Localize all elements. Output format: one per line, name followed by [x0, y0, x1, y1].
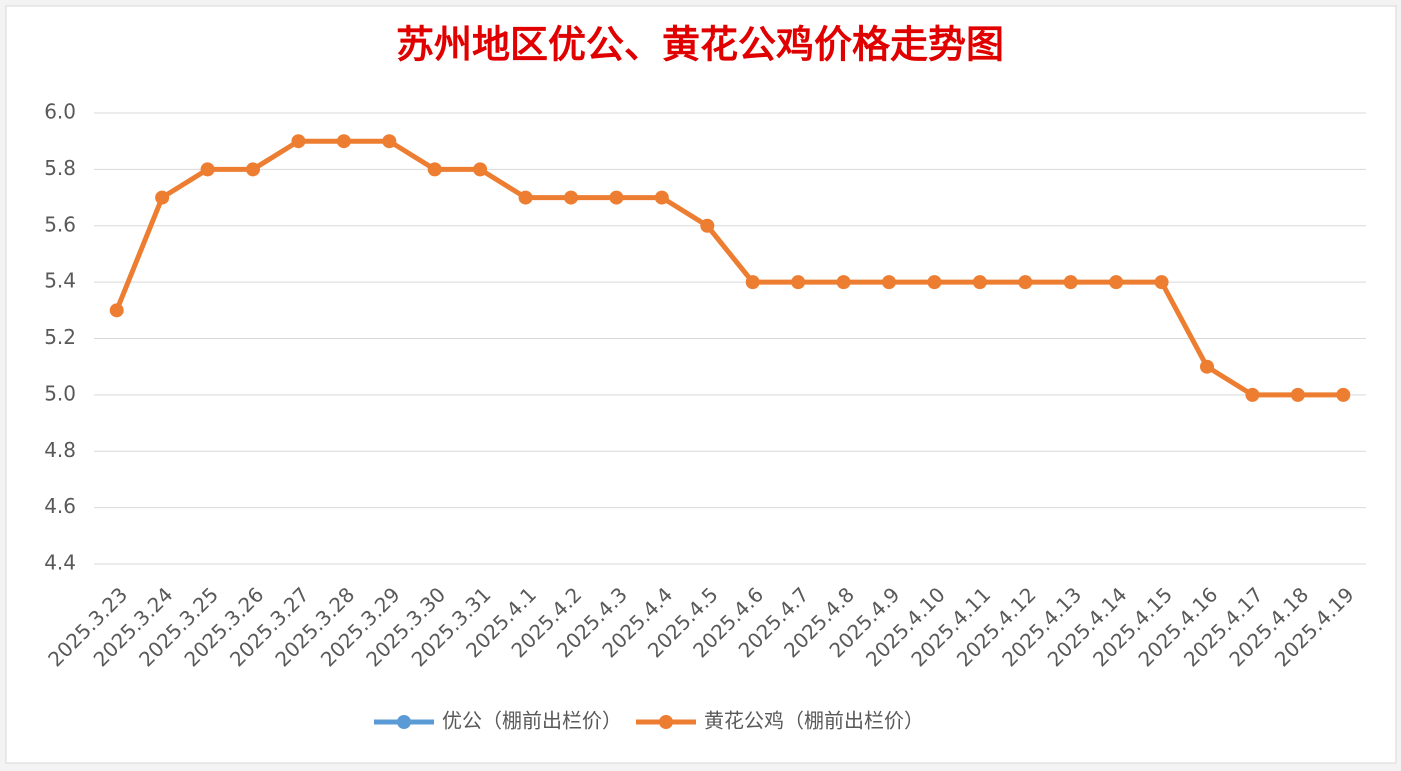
marker: [927, 275, 942, 290]
y-tick-label: 6.0: [44, 100, 76, 124]
marker: [1063, 275, 1078, 290]
marker: [1018, 275, 1033, 290]
y-tick-label: 5.4: [44, 269, 76, 293]
chart-area: [5, 5, 1397, 764]
marker: [791, 275, 806, 290]
marker: [1290, 387, 1305, 402]
marker: [564, 190, 578, 205]
y-tick-label: 4.8: [44, 438, 76, 462]
marker: [382, 134, 397, 149]
legend-label: 黄花公鸡（棚前出栏价）: [704, 709, 924, 733]
line: [114, 138, 1344, 398]
marker: [336, 134, 351, 149]
chart-title: 苏州地区优公、黄花公鸡价格走势图: [396, 22, 1004, 67]
y-tick-label: 5.8: [44, 156, 76, 180]
marker: [972, 275, 987, 290]
legend-marker: [659, 715, 673, 729]
marker: [200, 162, 215, 177]
marker: [518, 190, 533, 205]
marker: [836, 275, 851, 290]
marker: [109, 303, 124, 318]
marker: [291, 134, 306, 149]
y-tick-label: 5.6: [44, 212, 76, 236]
y-tick-label: 5.2: [44, 325, 76, 349]
marker: [1154, 275, 1169, 290]
legend-marker: [397, 715, 411, 729]
marker: [654, 190, 669, 205]
marker: [246, 162, 260, 177]
marker: [1109, 275, 1124, 290]
marker: [609, 190, 624, 205]
y-tick-label: 5.0: [44, 381, 76, 405]
marker: [1200, 359, 1214, 374]
marker: [473, 162, 488, 177]
marker: [700, 218, 715, 233]
legend-label: 优公（棚前出栏价）: [442, 709, 622, 733]
y-tick-label: 4.6: [44, 494, 76, 518]
marker: [155, 190, 170, 205]
y-tick-label: 4.4: [44, 551, 76, 575]
marker: [745, 275, 760, 290]
marker: [427, 162, 442, 177]
marker: [1336, 387, 1351, 402]
marker: [1245, 387, 1260, 402]
marker: [882, 275, 896, 290]
